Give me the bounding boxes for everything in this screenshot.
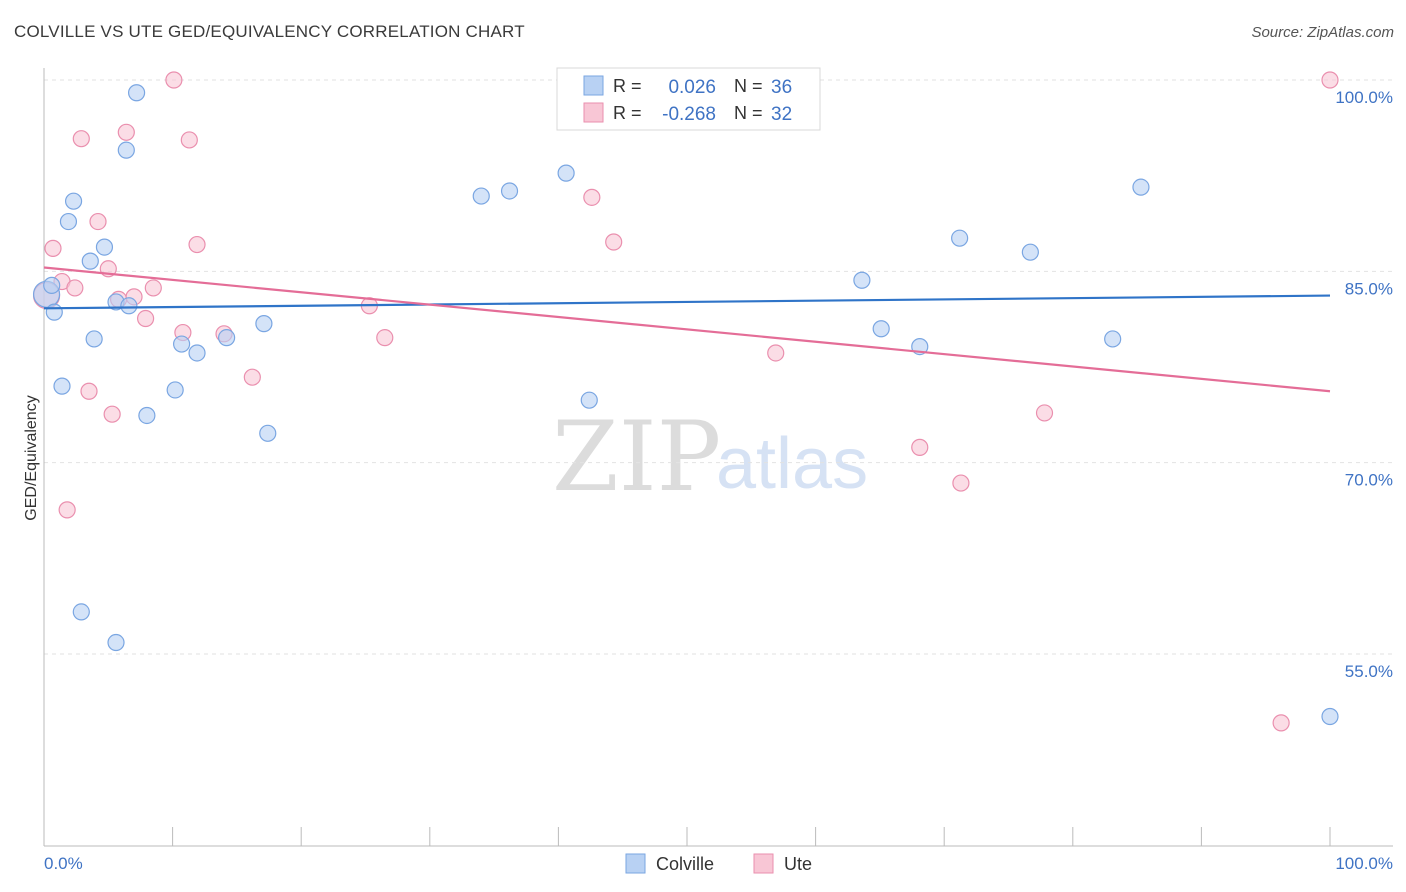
legend-swatch-colville [583,75,604,96]
colville-point-3 [59,212,78,231]
ute-point-1 [44,239,62,257]
ute-point-3 [58,501,76,519]
colville-point-24 [580,391,598,409]
watermark-atlas: atlas [716,424,868,504]
colville-point-8 [95,238,114,256]
ute-point-20 [243,368,261,386]
colville-point-17 [188,344,206,362]
legend-r-value-ute: -0.268 [662,104,716,125]
colville-point-15 [166,381,184,399]
legend-r-label-colville: R = [613,76,642,96]
y-tick-labels: 100.0% 85.0% 70.0% 55.0% [1335,88,1393,681]
ute-point-9 [103,405,121,423]
y-tick-label-0: 100.0% [1335,88,1393,107]
series-legend-label-colville: Colville [656,854,714,874]
ute-point-5 [72,130,90,148]
ute-point-17 [180,131,198,149]
series-legend: Colville Ute [625,853,812,874]
y-tick-label-2: 70.0% [1345,471,1393,490]
legend-r-value-colville: 0.026 [668,77,716,98]
ute-point-22 [376,329,394,347]
axes [43,68,1393,847]
colville-point-20 [259,424,277,442]
colville-point-4 [64,192,83,210]
colville-point-34 [1321,707,1339,726]
ute-point-4 [66,279,84,297]
colville-point-23 [557,164,575,182]
colville-point-18 [218,329,236,347]
colville-point-30 [951,229,969,247]
legend-n-label-ute: N = [734,103,763,123]
colville-point-22 [500,182,519,200]
ute-point-15 [165,71,183,89]
colville-points [32,72,1339,726]
colville-point-27 [853,271,871,289]
colville-point-32 [1104,330,1122,348]
colville-point-31 [1021,243,1039,261]
correlation-legend: R = 0.026 N = 36 R = -0.268 N = 32 [556,67,821,131]
series-legend-label-ute: Ute [784,854,812,874]
trend-lines [43,266,1331,393]
colville-point-21 [472,187,490,205]
ute-point-14 [144,279,162,297]
ute-point-23 [583,188,601,206]
ute-point-27 [911,438,929,456]
x-tick-label-right: 100.0% [1335,854,1393,873]
legend-n-value-colville: 36 [771,77,792,98]
colville-trend-line [43,294,1331,310]
colville-point-9 [107,633,125,652]
colville-point-28 [872,320,890,338]
legend-swatch-ute [583,102,604,123]
colville-point-13 [127,84,146,102]
chart-title: COLVILLE VS UTE GED/EQUIVALENCY CORRELAT… [14,22,525,41]
watermark: ZIP atlas [552,401,868,513]
legend-r-label-ute: R = [613,103,642,123]
ute-point-6 [80,382,98,400]
ute-point-30 [1272,714,1290,732]
colville-point-19 [255,315,273,333]
legend-n-value-ute: 32 [771,104,792,125]
legend-n-label-colville: N = [734,76,763,96]
series-legend-swatch-ute [753,853,774,874]
series-legend-swatch-colville [625,853,646,874]
ute-point-26 [767,344,785,362]
ute-point-7 [89,212,107,231]
colville-point-12 [120,297,138,315]
y-tick-label-1: 85.0% [1345,279,1393,298]
y-axis-label: GED/Equivalency [23,395,40,520]
watermark-zip: ZIP [552,401,721,513]
y-tick-label-3: 55.0% [1345,662,1393,681]
colville-point-33 [1132,178,1150,196]
ute-trend-line [43,266,1331,393]
colville-point-7 [85,330,103,348]
ute-point-29 [1035,404,1054,422]
colville-point-5 [72,603,90,621]
ute-point-18 [188,235,206,254]
x-tick-label-left: 0.0% [44,854,83,873]
ute-point-13 [136,309,155,328]
chart-source: Source: ZipAtlas.com [1251,24,1394,41]
ute-point-28 [952,474,970,492]
colville-point-14 [138,406,156,425]
colville-point-16 [173,335,191,353]
ute-point-24 [605,233,623,251]
colville-point-35 [43,276,61,294]
colville-point-6 [81,252,99,270]
colville-point-2 [53,377,71,395]
grid [44,79,1393,655]
ute-point-11 [117,123,135,141]
ute-point-31 [1321,71,1339,89]
colville-point-11 [117,141,135,159]
colville-point-1 [45,303,63,321]
